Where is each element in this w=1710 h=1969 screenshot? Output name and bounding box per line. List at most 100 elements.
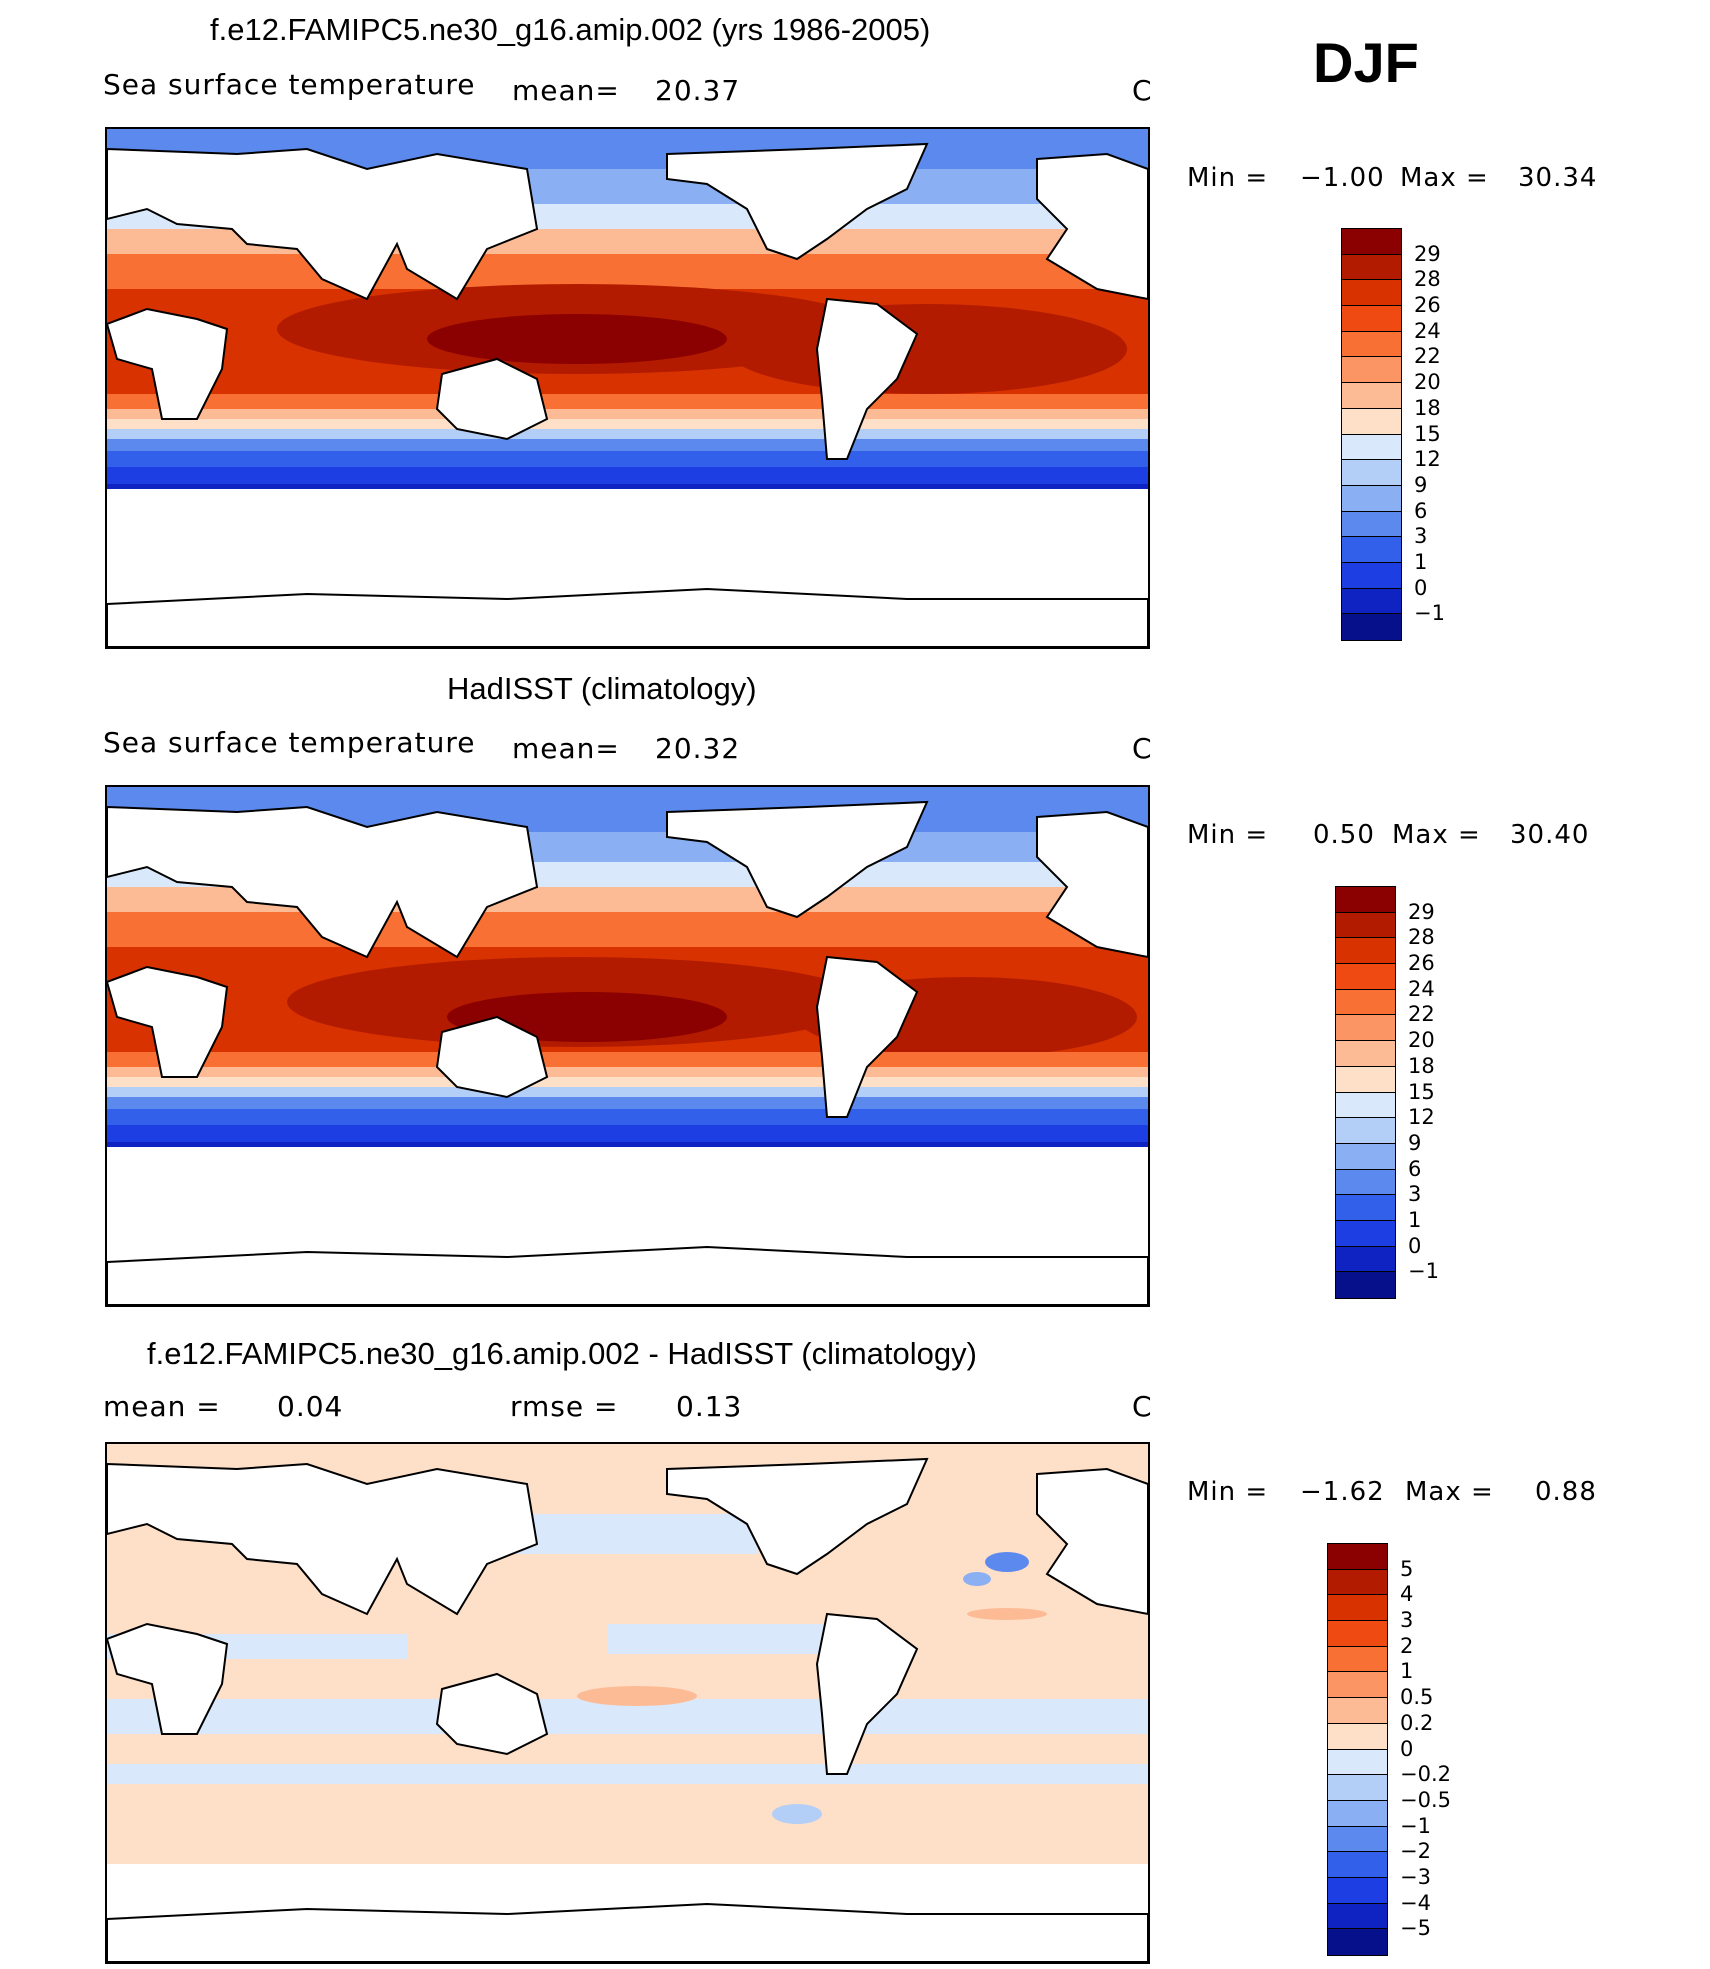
colorbar-tick-label: 0 bbox=[1414, 575, 1428, 600]
panel1-title: f.e12.FAMIPC5.ne30_g16.amip.002 (yrs 198… bbox=[210, 12, 931, 47]
panel2-variable: Sea surface temperature bbox=[103, 726, 476, 759]
colorbar-tick-label: 24 bbox=[1414, 318, 1441, 343]
colorbar-tick-label: 0 bbox=[1400, 1736, 1414, 1761]
colorbar-tick-label: 28 bbox=[1414, 267, 1441, 292]
colorbar-swatch bbox=[1328, 1800, 1387, 1827]
colorbar-tick-label: 18 bbox=[1408, 1053, 1435, 1078]
colorbar-swatch bbox=[1336, 1066, 1395, 1093]
panel3-title: f.e12.FAMIPC5.ne30_g16.amip.002 - HadISS… bbox=[147, 1336, 977, 1371]
colorbar-tick-label: −1 bbox=[1408, 1259, 1439, 1284]
colorbar-tick-label: 6 bbox=[1408, 1156, 1422, 1181]
colorbar-swatch bbox=[1328, 1852, 1387, 1878]
colorbar-tick-label: 22 bbox=[1414, 344, 1441, 369]
panel2-min-value: 0.50 bbox=[1313, 820, 1375, 850]
colorbar-tick-label: 1 bbox=[1408, 1207, 1422, 1232]
colorbar-swatch bbox=[1342, 357, 1401, 384]
colorbar-swatch bbox=[1336, 1169, 1395, 1196]
colorbar-swatch bbox=[1336, 887, 1395, 913]
colorbar-swatch bbox=[1328, 1929, 1387, 1955]
panel3-max-value: 0.88 bbox=[1535, 1477, 1597, 1507]
panel2-max-label: Max = bbox=[1392, 820, 1481, 850]
colorbar-tick-label: 29 bbox=[1408, 899, 1435, 924]
panel3-mean-value: 0.04 bbox=[277, 1390, 344, 1423]
colorbar-tick-label: 0.2 bbox=[1400, 1710, 1434, 1735]
panel3-colorbar bbox=[1327, 1543, 1388, 1956]
colorbar-tick-label: 20 bbox=[1414, 370, 1441, 395]
panel1-units: C bbox=[1132, 74, 1153, 107]
colorbar-swatch bbox=[1336, 912, 1395, 939]
colorbar-swatch bbox=[1342, 511, 1401, 538]
panel3-units: C bbox=[1132, 1390, 1153, 1423]
colorbar-swatch bbox=[1336, 1195, 1395, 1221]
panel2-map bbox=[105, 785, 1150, 1307]
colorbar-swatch bbox=[1342, 254, 1401, 281]
panel1-max-value: 30.34 bbox=[1518, 163, 1598, 193]
colorbar-tick-label: 12 bbox=[1414, 447, 1441, 472]
panel2-max-value: 30.40 bbox=[1510, 820, 1590, 850]
colorbar-swatch bbox=[1342, 383, 1401, 409]
panel1-max-label: Max = bbox=[1400, 163, 1489, 193]
panel1-colorbar bbox=[1341, 228, 1402, 641]
colorbar-tick-label: 15 bbox=[1414, 421, 1441, 446]
colorbar-swatch bbox=[1342, 306, 1401, 332]
panel2-colorbar bbox=[1335, 886, 1396, 1299]
panel2-title: HadISST (climatology) bbox=[447, 671, 757, 706]
colorbar-tick-label: −1 bbox=[1414, 601, 1445, 626]
colorbar-swatch bbox=[1328, 1621, 1387, 1647]
panel3-mean-label: mean = bbox=[103, 1390, 221, 1423]
colorbar-swatch bbox=[1328, 1698, 1387, 1724]
colorbar-swatch bbox=[1328, 1877, 1387, 1904]
colorbar-tick-label: 18 bbox=[1414, 395, 1441, 420]
panel2-mean-label: mean= bbox=[512, 732, 620, 765]
panel3-map bbox=[105, 1442, 1150, 1964]
colorbar-swatch bbox=[1342, 537, 1401, 563]
colorbar-tick-label: 20 bbox=[1408, 1028, 1435, 1053]
colorbar-swatch bbox=[1342, 588, 1401, 615]
panel3-rmse-label: rmse = bbox=[510, 1390, 619, 1423]
panel1-mean-label: mean= bbox=[512, 74, 620, 107]
colorbar-tick-label: 24 bbox=[1408, 976, 1435, 1001]
colorbar-tick-label: 29 bbox=[1414, 241, 1441, 266]
colorbar-tick-label: −5 bbox=[1400, 1916, 1431, 1941]
colorbar-tick-label: 0 bbox=[1408, 1233, 1422, 1258]
colorbar-tick-label: 1 bbox=[1414, 549, 1428, 574]
colorbar-swatch bbox=[1336, 1118, 1395, 1144]
colorbar-swatch bbox=[1336, 1246, 1395, 1273]
panel1-map bbox=[105, 127, 1150, 649]
colorbar-tick-label: 28 bbox=[1408, 925, 1435, 950]
colorbar-tick-label: 12 bbox=[1408, 1105, 1435, 1130]
colorbar-swatch bbox=[1328, 1775, 1387, 1801]
panel3-min-label: Min = bbox=[1187, 1477, 1269, 1507]
panel2-min-label: Min = bbox=[1187, 820, 1269, 850]
colorbar-swatch bbox=[1342, 485, 1401, 512]
colorbar-tick-label: 6 bbox=[1414, 498, 1428, 523]
colorbar-tick-label: 5 bbox=[1400, 1556, 1414, 1581]
colorbar-swatch bbox=[1328, 1903, 1387, 1930]
panel3-min-value: −1.62 bbox=[1300, 1477, 1385, 1507]
colorbar-swatch bbox=[1328, 1672, 1387, 1699]
panel1-sst-field bbox=[107, 129, 1148, 647]
panel3-rmse-value: 0.13 bbox=[676, 1390, 743, 1423]
colorbar-tick-label: 15 bbox=[1408, 1079, 1435, 1104]
colorbar-swatch bbox=[1342, 331, 1401, 358]
colorbar-tick-label: 26 bbox=[1414, 293, 1441, 318]
colorbar-swatch bbox=[1328, 1544, 1387, 1570]
colorbar-swatch bbox=[1342, 614, 1401, 640]
colorbar-swatch bbox=[1328, 1595, 1387, 1622]
colorbar-swatch bbox=[1336, 1272, 1395, 1298]
colorbar-swatch bbox=[1336, 1092, 1395, 1119]
panel2-mean-value: 20.32 bbox=[655, 732, 741, 765]
colorbar-tick-label: −4 bbox=[1400, 1890, 1431, 1915]
colorbar-swatch bbox=[1328, 1646, 1387, 1673]
colorbar-swatch bbox=[1342, 562, 1401, 589]
panel3-max-label: Max = bbox=[1405, 1477, 1494, 1507]
colorbar-tick-label: 9 bbox=[1414, 472, 1428, 497]
season-label: DJF bbox=[1313, 31, 1419, 94]
colorbar-swatch bbox=[1336, 1143, 1395, 1170]
colorbar-tick-label: −0.5 bbox=[1400, 1787, 1451, 1812]
colorbar-tick-label: 2 bbox=[1400, 1633, 1414, 1658]
colorbar-tick-label: 4 bbox=[1400, 1582, 1414, 1607]
colorbar-tick-label: 26 bbox=[1408, 951, 1435, 976]
colorbar-swatch bbox=[1342, 280, 1401, 307]
colorbar-swatch bbox=[1342, 434, 1401, 461]
